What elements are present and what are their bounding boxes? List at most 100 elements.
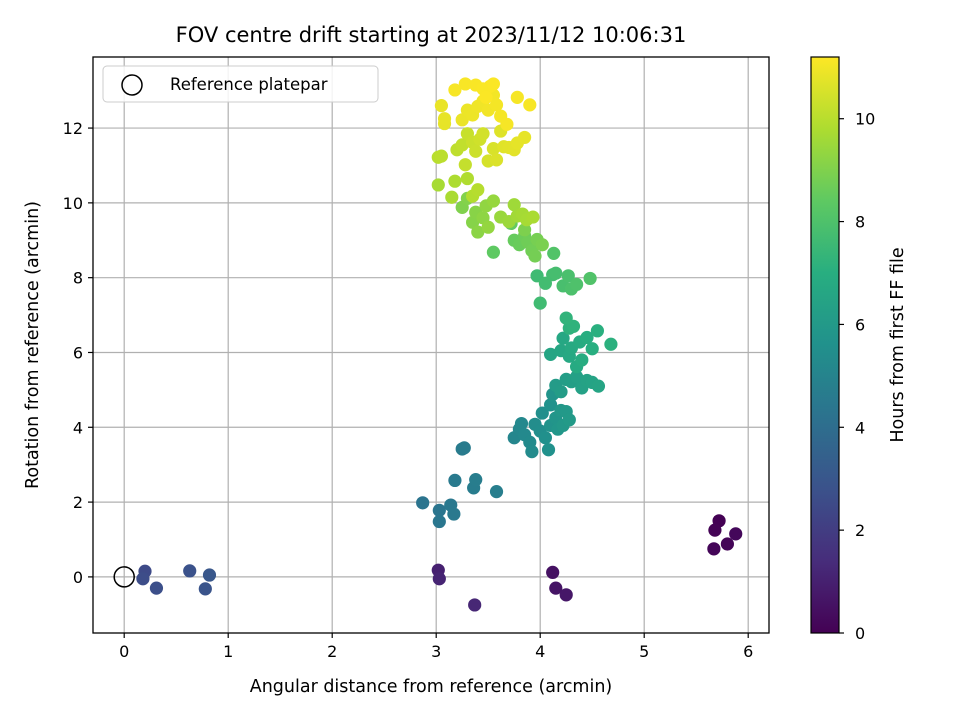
data-point bbox=[431, 178, 445, 192]
data-point bbox=[528, 249, 542, 263]
data-point bbox=[707, 542, 721, 556]
data-point bbox=[489, 485, 504, 499]
scatter-series bbox=[136, 77, 743, 612]
data-point bbox=[136, 572, 150, 586]
data-point bbox=[559, 311, 573, 325]
data-point bbox=[590, 324, 605, 338]
data-point bbox=[570, 277, 584, 292]
y-tick-label: 0 bbox=[73, 568, 83, 587]
x-tick-label: 1 bbox=[223, 642, 233, 661]
data-point bbox=[479, 90, 493, 104]
data-point bbox=[544, 347, 558, 361]
y-tick-label: 6 bbox=[73, 343, 83, 362]
data-point bbox=[476, 127, 490, 141]
data-point bbox=[448, 83, 462, 97]
colorbar-ticks: 0 2 4 6 8 10 bbox=[839, 110, 875, 643]
data-point bbox=[544, 398, 558, 412]
data-point bbox=[708, 523, 722, 537]
data-point bbox=[448, 174, 462, 188]
data-point bbox=[556, 331, 570, 345]
data-point bbox=[518, 130, 532, 145]
data-point bbox=[549, 581, 563, 595]
y-axis-label: Rotation from reference (arcmin) bbox=[23, 201, 43, 489]
data-point bbox=[445, 190, 459, 204]
data-point bbox=[510, 90, 524, 104]
data-point bbox=[562, 413, 576, 427]
data-point bbox=[457, 441, 471, 455]
data-point bbox=[547, 246, 561, 260]
data-point bbox=[466, 215, 480, 229]
data-point bbox=[518, 223, 532, 237]
legend-box bbox=[102, 65, 379, 103]
x-tick-label: 6 bbox=[743, 642, 753, 661]
data-point bbox=[469, 144, 483, 158]
data-point bbox=[729, 527, 743, 541]
data-point bbox=[149, 581, 164, 595]
data-point bbox=[541, 443, 556, 457]
data-point bbox=[468, 598, 482, 612]
data-point bbox=[486, 194, 500, 208]
data-point bbox=[591, 379, 606, 393]
legend-marker-icon bbox=[121, 74, 143, 96]
data-point bbox=[432, 503, 446, 517]
data-point bbox=[434, 99, 448, 113]
data-point bbox=[570, 370, 584, 384]
data-point bbox=[526, 210, 540, 224]
data-point bbox=[575, 353, 589, 367]
data-point bbox=[455, 138, 469, 152]
data-point bbox=[471, 225, 485, 239]
data-point bbox=[202, 568, 217, 582]
x-axis-label: Angular distance from reference (arcmin) bbox=[250, 677, 613, 697]
data-point bbox=[585, 342, 599, 356]
chart-title: FOV centre drift starting at 2023/11/12 … bbox=[176, 23, 687, 47]
data-point bbox=[720, 537, 735, 551]
data-point bbox=[489, 153, 504, 167]
data-point bbox=[458, 77, 472, 91]
data-point bbox=[535, 238, 549, 252]
y-tick-label: 2 bbox=[73, 493, 83, 512]
data-point bbox=[523, 98, 537, 112]
data-point bbox=[538, 276, 553, 290]
data-point bbox=[469, 473, 483, 487]
y-tick-label: 10 bbox=[63, 194, 83, 213]
data-point bbox=[455, 113, 469, 127]
colorbar-tick-label: 6 bbox=[855, 315, 865, 334]
colorbar-tick-label: 8 bbox=[855, 213, 865, 232]
data-point bbox=[538, 431, 553, 445]
legend: Reference platepar bbox=[102, 65, 379, 103]
plot-frame bbox=[92, 56, 770, 634]
y-tick-label: 12 bbox=[63, 119, 83, 138]
y-tick-label: 4 bbox=[73, 418, 83, 437]
data-point bbox=[535, 406, 549, 420]
legend-entry-reference: Reference platepar bbox=[170, 75, 328, 94]
x-tick-label: 3 bbox=[431, 642, 441, 661]
x-tick-label: 0 bbox=[119, 642, 129, 661]
y-tick-label: 8 bbox=[73, 269, 83, 288]
colorbar-tick-label: 2 bbox=[855, 521, 865, 540]
data-point bbox=[458, 158, 472, 172]
x-tick-label: 2 bbox=[327, 642, 337, 661]
colorbar-tick-label: 10 bbox=[855, 110, 875, 129]
data-point bbox=[437, 112, 452, 126]
colorbar-tick-label: 4 bbox=[855, 418, 865, 437]
data-point bbox=[500, 117, 514, 131]
data-point bbox=[481, 220, 495, 234]
x-tick-label: 4 bbox=[535, 642, 545, 661]
data-point bbox=[198, 582, 212, 596]
data-point bbox=[525, 444, 539, 459]
data-point bbox=[486, 245, 500, 259]
reference-platepar-marker bbox=[113, 566, 135, 588]
x-axis-ticks: 0 1 2 3 4 5 6 bbox=[119, 633, 753, 661]
data-point bbox=[514, 416, 529, 431]
data-point bbox=[460, 171, 474, 186]
data-point bbox=[549, 266, 563, 280]
data-point bbox=[448, 473, 462, 487]
grid bbox=[93, 57, 769, 633]
colorbar-tick-label: 0 bbox=[855, 624, 865, 643]
colorbar bbox=[811, 57, 839, 633]
data-point bbox=[416, 496, 430, 510]
data-point bbox=[583, 271, 597, 286]
data-point bbox=[559, 588, 573, 602]
data-point bbox=[486, 142, 500, 156]
